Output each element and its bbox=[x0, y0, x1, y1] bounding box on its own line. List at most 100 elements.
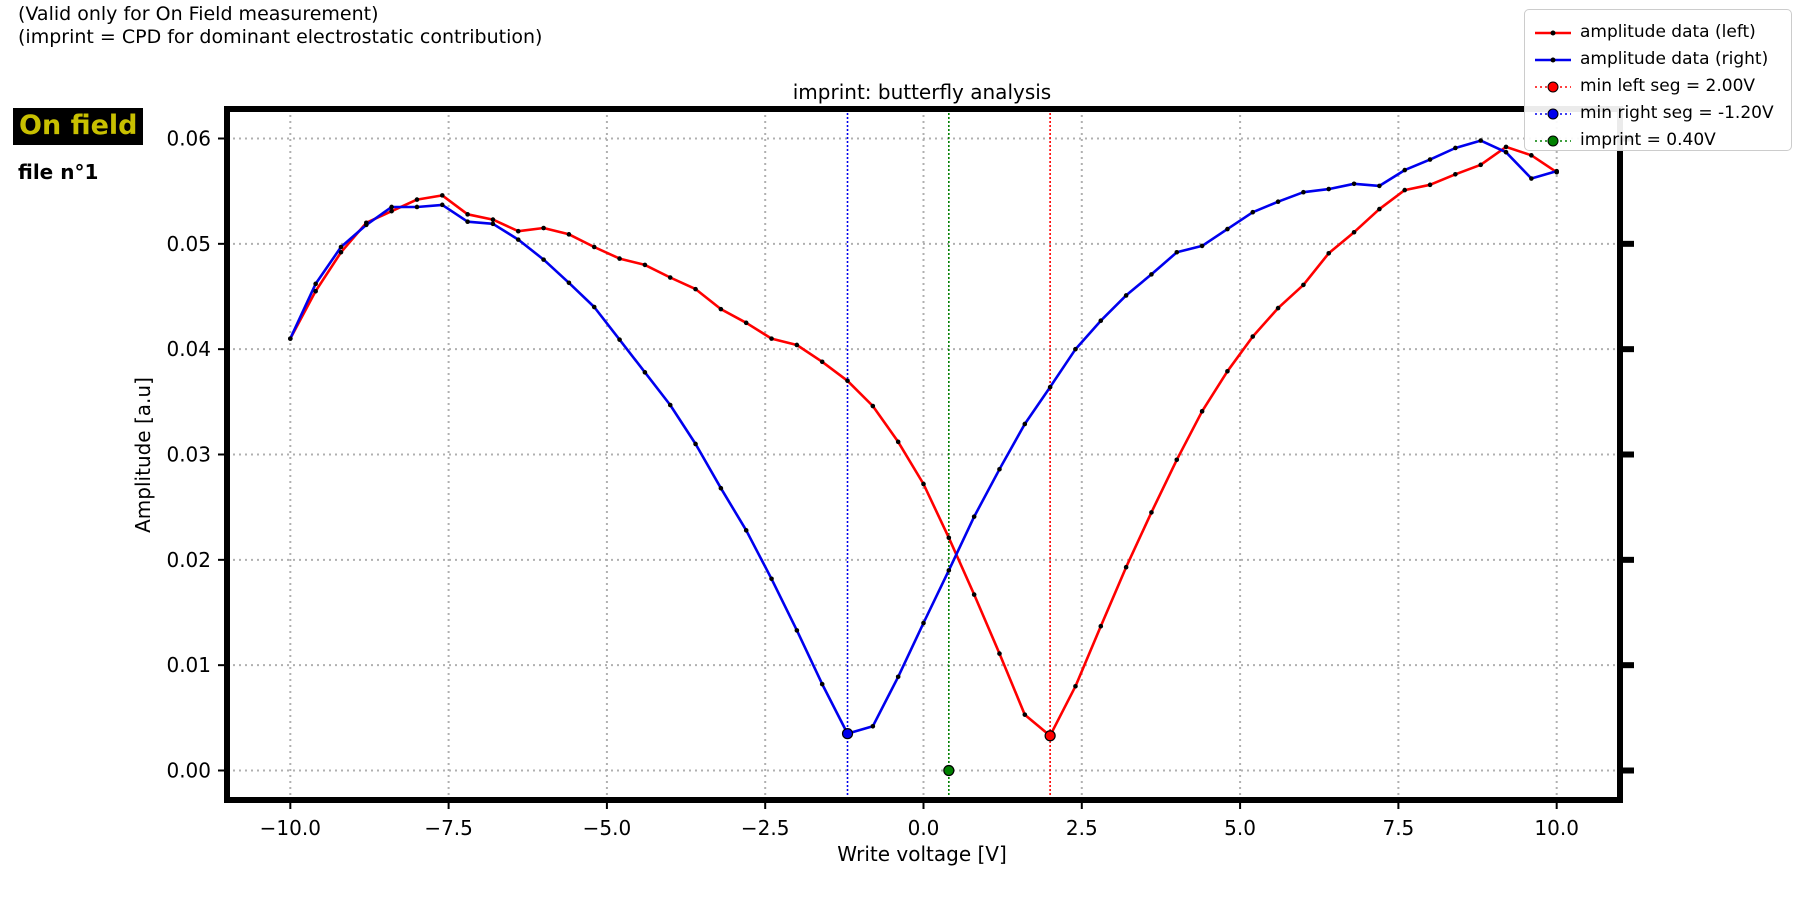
left-series-point bbox=[1478, 162, 1483, 168]
right-series-point bbox=[465, 219, 470, 225]
right-series-point bbox=[1529, 176, 1534, 181]
left-series-point bbox=[490, 217, 496, 222]
right-series-point bbox=[541, 257, 546, 262]
left-series-point bbox=[1123, 564, 1129, 570]
y-tick-label: 0.02 bbox=[166, 548, 211, 572]
legend-swatch-min-left bbox=[1535, 81, 1571, 93]
left-series-point bbox=[743, 320, 749, 326]
right-series-point bbox=[1427, 157, 1433, 162]
file-label: file n°1 bbox=[18, 160, 99, 184]
right-series-point bbox=[1047, 384, 1053, 390]
legend-entry-imprint: imprint = 0.40V bbox=[1525, 128, 1791, 154]
left-series-point bbox=[921, 481, 926, 487]
left-series-point bbox=[414, 197, 420, 202]
right-series-point bbox=[1250, 209, 1256, 215]
mode-badge: On field bbox=[13, 108, 144, 145]
left-series-point bbox=[642, 262, 648, 268]
y-tick-label: 0.00 bbox=[166, 759, 211, 783]
left-series-point bbox=[870, 403, 876, 409]
legend-label: amplitude data (right) bbox=[1580, 49, 1769, 69]
right-series-point bbox=[566, 280, 572, 286]
left-series-point bbox=[895, 439, 901, 445]
right-series-point bbox=[1301, 189, 1306, 195]
y-tick-label: 0.05 bbox=[166, 232, 211, 256]
y-axis-label: Amplitude [a.u] bbox=[131, 377, 155, 533]
right-series-point bbox=[718, 485, 724, 491]
right-series-point bbox=[1199, 243, 1205, 249]
right-series-point bbox=[769, 576, 774, 582]
right-series-point bbox=[971, 514, 977, 519]
right-series-point bbox=[1098, 318, 1104, 324]
min-left-marker bbox=[1044, 730, 1056, 742]
y-tick-label: 0.01 bbox=[166, 653, 211, 677]
left-series-point bbox=[1174, 457, 1180, 463]
right-series-point bbox=[1225, 226, 1230, 232]
y-tick-label: 0.03 bbox=[166, 443, 211, 467]
legend-entry-min-right: min right seg = -1.20V bbox=[1525, 101, 1791, 127]
left-series-point bbox=[1275, 305, 1281, 311]
legend-entry-left-data: amplitude data (left) bbox=[1525, 20, 1791, 46]
left-series-point bbox=[338, 249, 344, 255]
left-series-point bbox=[997, 651, 1002, 656]
left-series-point bbox=[1022, 712, 1028, 717]
x-tick-label: 5.0 bbox=[1224, 816, 1256, 840]
left-series-point bbox=[515, 228, 521, 234]
right-series-point bbox=[1326, 186, 1332, 192]
left-series-point bbox=[1503, 144, 1509, 150]
left-series-point bbox=[1402, 187, 1408, 193]
right-series-point bbox=[515, 237, 521, 242]
legend-label: imprint = 0.40V bbox=[1580, 130, 1716, 150]
left-series-point bbox=[1529, 153, 1534, 158]
legend-entry-min-left: min left seg = 2.00V bbox=[1525, 74, 1791, 100]
left-series-point bbox=[591, 244, 597, 250]
x-axis-label: Write voltage [V] bbox=[837, 842, 1007, 866]
right-series-point bbox=[1275, 199, 1281, 204]
right-series-point bbox=[693, 441, 698, 447]
legend-entry-right-data: amplitude data (right) bbox=[1525, 47, 1791, 73]
right-series-point bbox=[364, 222, 369, 228]
left-series-point bbox=[971, 592, 977, 597]
legend-label: min right seg = -1.20V bbox=[1580, 103, 1774, 123]
right-series-point bbox=[997, 466, 1002, 472]
right-series-point bbox=[819, 681, 825, 687]
right-series-point bbox=[667, 402, 673, 408]
right-series-point bbox=[946, 568, 952, 573]
left-series-point bbox=[1098, 623, 1104, 629]
left-series-point bbox=[1149, 510, 1154, 515]
right-series-point bbox=[414, 204, 420, 210]
x-tick-label: −5.0 bbox=[583, 816, 632, 840]
left-series-point bbox=[465, 212, 470, 217]
left-series-point bbox=[566, 232, 572, 237]
right-series-point bbox=[1503, 149, 1509, 155]
y-tick-label: 0.04 bbox=[166, 337, 211, 361]
right-series-point bbox=[1073, 346, 1078, 352]
left-series-point bbox=[1377, 206, 1382, 212]
right-series-point bbox=[1478, 138, 1483, 143]
right-series-point bbox=[921, 620, 926, 626]
left-series-point bbox=[313, 288, 318, 294]
left-series-point bbox=[718, 306, 724, 312]
legend-label: amplitude data (left) bbox=[1580, 22, 1756, 42]
left-series-point bbox=[617, 256, 622, 261]
left-series-point bbox=[1199, 409, 1205, 414]
x-tick-label: −7.5 bbox=[424, 816, 473, 840]
right-series-point bbox=[313, 281, 318, 287]
min-right-marker bbox=[841, 728, 854, 740]
left-series-point bbox=[1427, 182, 1433, 188]
right-series-point bbox=[439, 202, 445, 208]
right-series-point bbox=[1453, 145, 1458, 151]
right-series-point bbox=[1554, 168, 1559, 174]
legend-swatch-min-right bbox=[1535, 108, 1571, 120]
x-tick-label: 7.5 bbox=[1382, 816, 1414, 840]
left-series-point bbox=[389, 208, 394, 214]
imprint-marker bbox=[943, 764, 955, 777]
legend-label: min left seg = 2.00V bbox=[1580, 76, 1756, 96]
chart-title: imprint: butterfly analysis bbox=[793, 80, 1051, 104]
chart-legend: amplitude data (left) amplitude data (ri… bbox=[1524, 9, 1792, 151]
left-series-point bbox=[439, 193, 445, 198]
right-series-point bbox=[338, 244, 344, 250]
right-series-point bbox=[895, 674, 901, 680]
x-tick-label: 0.0 bbox=[908, 816, 940, 840]
left-series-point bbox=[1351, 229, 1357, 235]
right-series-point bbox=[1377, 183, 1382, 189]
